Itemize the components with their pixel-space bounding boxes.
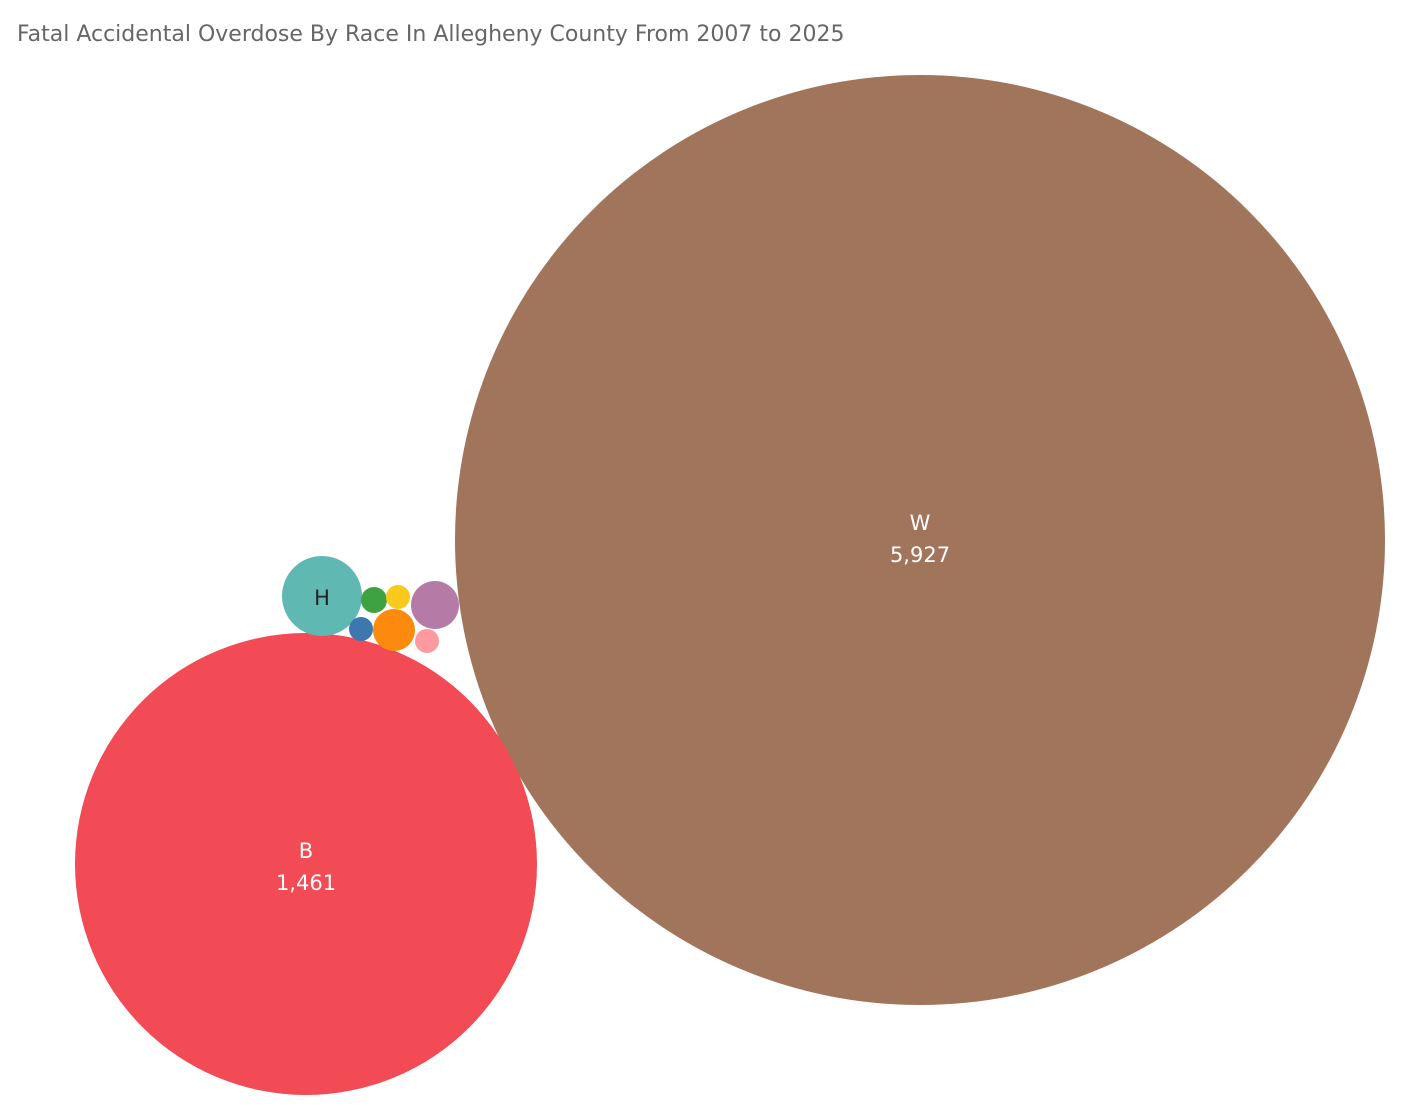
bubble-b-value-label: 1,461: [276, 871, 336, 895]
bubble-w[interactable]: [455, 75, 1385, 1005]
bubble-category-4[interactable]: [411, 581, 459, 629]
bubble-b[interactable]: [75, 633, 537, 1095]
bubble-category-5[interactable]: [373, 609, 415, 651]
bubble-h[interactable]: [282, 556, 362, 636]
bubble-category-8[interactable]: [349, 617, 373, 641]
bubble-h-name-label: H: [314, 586, 330, 610]
bubble-b-name-label: B: [299, 839, 313, 863]
bubble-category-6[interactable]: [361, 587, 387, 613]
bubble-w-name-label: W: [910, 511, 931, 535]
chart-title: Fatal Accidental Overdose By Race In All…: [17, 22, 845, 47]
bubble-category-7[interactable]: [386, 585, 410, 609]
bubble-category-9[interactable]: [415, 629, 439, 653]
bubble-w-value-label: 5,927: [890, 543, 950, 567]
